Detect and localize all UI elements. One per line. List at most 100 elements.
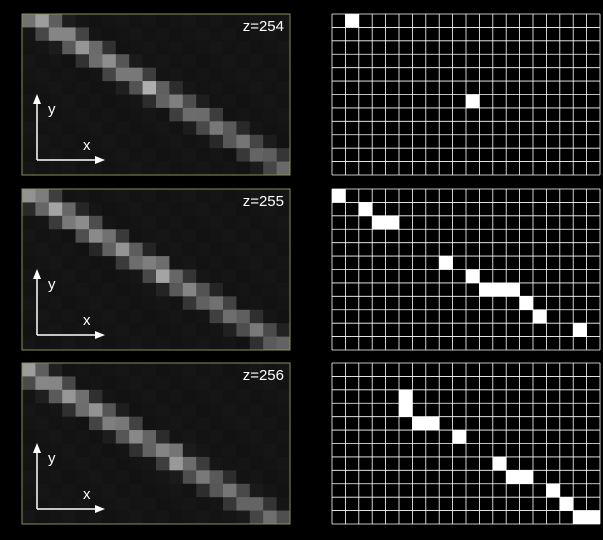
pixel [156, 390, 170, 404]
pixel [210, 511, 224, 525]
pixel [250, 403, 264, 417]
pixel [62, 162, 76, 176]
mask-cell [506, 283, 519, 296]
pixel [62, 216, 76, 230]
pixel [236, 162, 250, 176]
pixel [76, 470, 90, 484]
pixel [143, 148, 157, 162]
pixel [277, 121, 291, 135]
pixel [196, 54, 210, 68]
pixel [116, 81, 130, 95]
pixel [22, 310, 36, 324]
pixel [223, 497, 237, 511]
pixel [210, 376, 224, 390]
pixel [250, 229, 264, 243]
pixel [250, 296, 264, 310]
pixel [89, 363, 103, 377]
pixel [102, 202, 116, 216]
pixel [62, 41, 76, 55]
pixel [169, 296, 183, 310]
mask-cell [359, 202, 372, 215]
pixel [22, 484, 36, 498]
pixel [169, 484, 183, 498]
pixel [62, 108, 76, 122]
pixel [196, 95, 210, 109]
pixel [102, 162, 116, 176]
pixel [236, 135, 250, 149]
pixel [22, 121, 36, 135]
pixel [143, 363, 157, 377]
pixel [102, 417, 116, 431]
pixel [183, 511, 197, 525]
mask-cell [587, 511, 600, 524]
pixel [183, 41, 197, 55]
pixel [89, 135, 103, 149]
pixel [129, 95, 143, 109]
pixel [183, 390, 197, 404]
mask-cell [506, 470, 519, 483]
pixel [169, 162, 183, 176]
pixel [89, 430, 103, 444]
pixel [277, 256, 291, 270]
x-label: x [83, 137, 91, 154]
pixel [210, 430, 224, 444]
pixel [196, 511, 210, 525]
pixel [223, 323, 237, 337]
pixel [89, 270, 103, 284]
pixel [49, 68, 63, 82]
pixel [76, 54, 90, 68]
pixel [89, 417, 103, 431]
pixel [236, 216, 250, 230]
pixel [35, 41, 49, 55]
pixel [223, 81, 237, 95]
pixel [210, 323, 224, 337]
pixel [49, 511, 63, 525]
pixel [22, 68, 36, 82]
pixel [236, 444, 250, 458]
pixel [116, 41, 130, 55]
pixel [49, 484, 63, 498]
pixel [89, 81, 103, 95]
pixel [35, 216, 49, 230]
pixel [35, 229, 49, 243]
pixel [223, 121, 237, 135]
pixel [156, 403, 170, 417]
intensity-image [22, 363, 291, 525]
pixel [89, 337, 103, 351]
pixel [196, 202, 210, 216]
pixel [210, 148, 224, 162]
mask-cell [573, 323, 586, 336]
pixel [169, 283, 183, 297]
pixel [183, 229, 197, 243]
pixel [169, 337, 183, 351]
mask-cell [412, 417, 425, 430]
pixel [102, 108, 116, 122]
pixel [129, 229, 143, 243]
pixel [22, 417, 36, 431]
pixel [156, 363, 170, 377]
pixel [223, 135, 237, 149]
pixel [210, 497, 224, 511]
pixel [89, 216, 103, 230]
pixel [116, 363, 130, 377]
pixel [183, 256, 197, 270]
pixel [196, 148, 210, 162]
pixel [143, 430, 157, 444]
pixel [223, 310, 237, 324]
pixel [89, 229, 103, 243]
pixel [223, 296, 237, 310]
pixel [116, 216, 130, 230]
pixel [102, 457, 116, 471]
pixel [196, 256, 210, 270]
pixel [22, 444, 36, 458]
pixel [183, 108, 197, 122]
pixel [183, 376, 197, 390]
pixel [223, 68, 237, 82]
pixel [76, 256, 90, 270]
pixel [116, 403, 130, 417]
pixel [196, 121, 210, 135]
pixel [277, 54, 291, 68]
pixel [62, 417, 76, 431]
pixel [250, 511, 264, 525]
pixel [156, 121, 170, 135]
